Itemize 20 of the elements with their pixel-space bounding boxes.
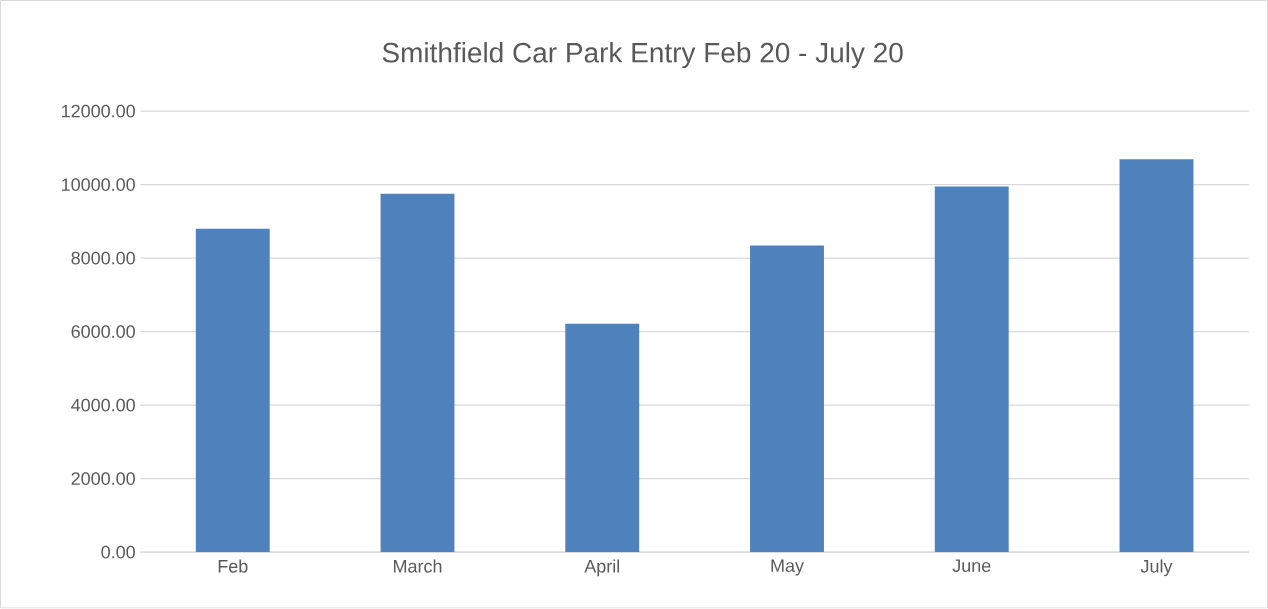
bar <box>380 193 455 553</box>
y-tick-label: 6000.00 <box>71 325 135 339</box>
x-tick-label: March <box>394 559 442 573</box>
bar <box>1119 159 1194 553</box>
y-tick-label: 8000.00 <box>71 251 135 265</box>
x-tick-label: July <box>1140 559 1173 577</box>
x-tick-label: Feb <box>218 559 248 573</box>
bar <box>934 186 1009 553</box>
x-tick-label: May <box>771 559 804 576</box>
bar <box>195 228 270 553</box>
y-tick-label: 10000.00 <box>62 178 135 192</box>
x-tick-label: April <box>584 559 620 577</box>
bar <box>750 245 824 553</box>
y-tick-label: 0.00 <box>101 545 135 559</box>
bar <box>565 324 640 553</box>
x-tick-label: June <box>952 559 991 573</box>
y-tick-label: 2000.00 <box>71 472 135 486</box>
chart-title: Smithfield Car Park Entry Feb 20 - July 20 <box>382 42 903 69</box>
y-tick-label: 12000.00 <box>62 104 135 118</box>
y-tick-label: 4000.00 <box>71 398 135 412</box>
